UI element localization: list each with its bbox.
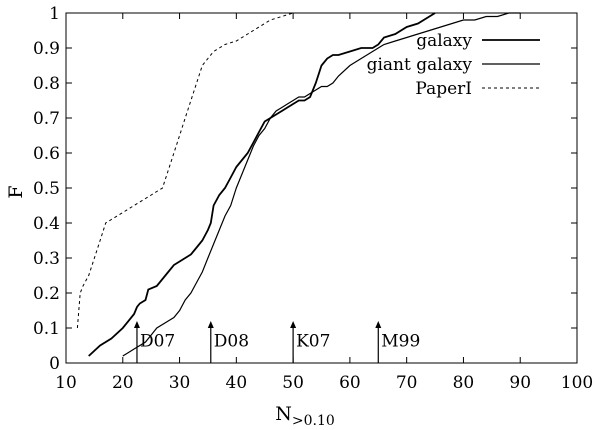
y-axis-label: F bbox=[5, 185, 27, 198]
x-tick-label: 70 bbox=[396, 373, 418, 393]
marker-m99: M99 bbox=[375, 321, 420, 363]
x-tick-label: 90 bbox=[509, 373, 531, 393]
series-line-paperi bbox=[76, 12, 294, 329]
y-tick-label: 0.4 bbox=[33, 214, 60, 234]
x-tick-label: 60 bbox=[339, 373, 361, 393]
series-line-galaxy bbox=[88, 12, 436, 357]
y-tick-label: 1 bbox=[49, 4, 60, 24]
legend-label: PaperI bbox=[415, 79, 472, 99]
x-tick-label: 10 bbox=[55, 373, 77, 393]
x-tick-label: 80 bbox=[453, 373, 475, 393]
y-tick-label: 0.2 bbox=[33, 284, 60, 304]
x-axis-label-main: N bbox=[275, 403, 292, 425]
y-tick-label: 0.3 bbox=[33, 249, 60, 269]
marker-label: D07 bbox=[140, 332, 175, 352]
marker-arrowhead bbox=[133, 321, 140, 328]
series-line-giant-galaxy bbox=[122, 12, 521, 357]
x-tick-label: 30 bbox=[169, 373, 191, 393]
y-tick-label: 0.8 bbox=[33, 74, 60, 94]
legend-label: galaxy bbox=[416, 31, 472, 51]
y-tick-label: 0.9 bbox=[33, 39, 60, 59]
y-tick-label: 0.1 bbox=[33, 319, 60, 339]
marker-label: K07 bbox=[296, 332, 330, 352]
x-tick-label: 100 bbox=[561, 373, 593, 393]
marker-arrowhead bbox=[290, 321, 297, 328]
marker-d08: D08 bbox=[207, 321, 249, 363]
legend-label: giant galaxy bbox=[367, 55, 473, 75]
x-axis-label-subscript: >0.10 bbox=[292, 413, 335, 429]
marker-d07: D07 bbox=[133, 321, 175, 363]
x-tick-label: 20 bbox=[112, 373, 134, 393]
marker-arrowhead bbox=[207, 321, 214, 328]
x-tick-label: 40 bbox=[226, 373, 248, 393]
marker-arrowhead bbox=[375, 321, 382, 328]
marker-k07: K07 bbox=[290, 321, 330, 363]
x-tick-label: 50 bbox=[282, 373, 304, 393]
y-tick-label: 0.6 bbox=[33, 144, 60, 164]
marker-label: D08 bbox=[214, 332, 249, 352]
y-tick-label: 0.5 bbox=[33, 179, 60, 199]
y-tick-label: 0.7 bbox=[33, 109, 60, 129]
x-axis-label: N>0.10 bbox=[275, 403, 335, 429]
marker-label: M99 bbox=[381, 332, 420, 352]
y-tick-label: 0 bbox=[49, 354, 60, 374]
